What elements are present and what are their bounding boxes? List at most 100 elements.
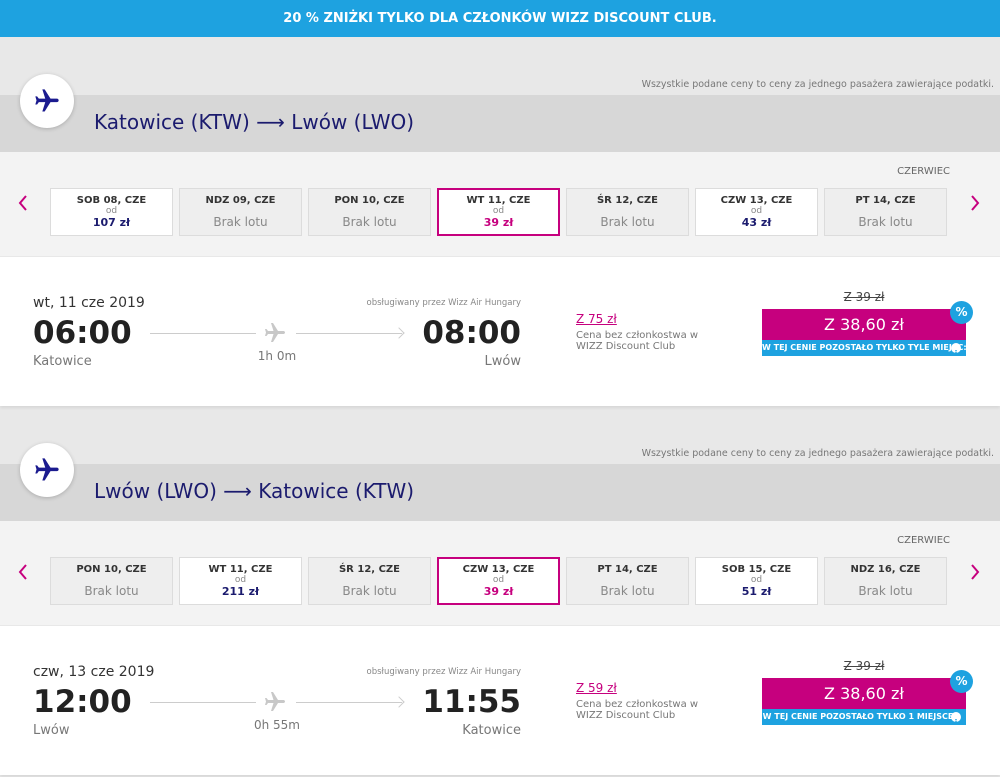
line-left (150, 333, 256, 334)
member-note: Cena bez członkostwa w WIZZ Discount Clu… (576, 699, 699, 721)
day-label: SOB 15, CZE (721, 564, 792, 575)
prev-days[interactable] (18, 564, 28, 580)
from-label: od (750, 575, 763, 585)
old-price: Z 39 zł (843, 659, 885, 673)
day-price: 211 zł (221, 585, 260, 598)
arrival-time: 08:00 (422, 315, 521, 351)
no-flight: Brak lotu (342, 584, 397, 598)
plane-icon (265, 692, 285, 711)
logo-plane (33, 456, 61, 484)
promo-banner[interactable]: 20 % ZNIŻKI TYLKO DLA CZŁONKÓW WIZZ DISC… (0, 0, 1000, 37)
day-price: 51 zł (741, 585, 772, 598)
from-label: od (750, 206, 763, 216)
no-flight: Brak lotu (213, 215, 268, 229)
info-icon (951, 712, 961, 725)
departure-city: Katowice (33, 354, 92, 369)
route-title: Lwów (LWO) ⟶ Katowice (KTW) (94, 479, 415, 503)
chevron[interactable] (970, 564, 980, 580)
route-band (0, 95, 1000, 152)
no-flight: Brak lotu (342, 215, 397, 229)
day-label: ŚR 12, CZE (338, 564, 400, 575)
discount-badge: % (950, 670, 973, 693)
info-icon (951, 343, 961, 356)
day-price: 39 zł (483, 585, 514, 598)
day-tile[interactable]: SOB 15, CZE od 51 zł (695, 557, 818, 605)
day-label: PT 14, CZE (597, 564, 658, 575)
from-label: od (105, 206, 118, 216)
day-tile[interactable]: CZW 13, CZE od 43 zł (695, 188, 818, 236)
day-tile[interactable]: WT 11, CZE od 39 zł (437, 188, 560, 236)
route-plane (263, 690, 287, 714)
flight-card: wt, 11 cze 2019 obsługiwany przez Wizz Ai… (0, 257, 1000, 406)
flight-card: czw, 13 cze 2019 obsługiwany przez Wizz A… (0, 626, 1000, 775)
no-flight: Brak lotu (600, 215, 655, 229)
member-price[interactable]: Z 75 zł (576, 312, 617, 326)
no-flight: Brak lotu (858, 215, 913, 229)
member-note: Cena bez członkostwa w WIZZ Discount Clu… (576, 330, 699, 352)
day-tile[interactable]: ŚR 12, CZE Brak lotu (566, 188, 689, 236)
day-label: WT 11, CZE (208, 564, 273, 575)
day-label: NDZ 16, CZE (850, 564, 921, 575)
seats-left: W TEJ CENIE POZOSTAŁO TYLKO 1 MIEJSCE (762, 709, 966, 725)
day-tile[interactable]: ŚR 12, CZE Brak lotu (308, 557, 431, 605)
month-label: CZERWIEC (897, 535, 950, 546)
day-label: PT 14, CZE (855, 195, 916, 206)
plane-icon (265, 323, 285, 342)
price-note: Wszystkie podane ceny to ceny za jednego… (641, 448, 994, 459)
chevron[interactable] (18, 195, 28, 211)
day-tile[interactable]: PON 10, CZE Brak lotu (50, 557, 173, 605)
arrival-time: 11:55 (422, 684, 521, 720)
day-label: NDZ 09, CZE (205, 195, 276, 206)
prev-days[interactable] (18, 195, 28, 211)
departure-time: 12:00 (33, 684, 132, 720)
operator: obsługiwany przez Wizz Air Hungary (366, 667, 521, 677)
route-band (0, 464, 1000, 521)
next-days[interactable] (970, 195, 980, 211)
day-tile[interactable]: PT 14, CZE Brak lotu (824, 188, 947, 236)
plane-icon (35, 89, 59, 112)
from-label: od (492, 206, 505, 216)
airline-logo (20, 74, 74, 128)
day-label: CZW 13, CZE (462, 564, 535, 575)
day-tile[interactable]: PON 10, CZE Brak lotu (308, 188, 431, 236)
flight-section: Wszystkie podane ceny to ceny za jednego… (0, 37, 1000, 406)
day-label: PON 10, CZE (334, 195, 405, 206)
no-flight: Brak lotu (600, 584, 655, 598)
line-right (296, 702, 402, 703)
chevron[interactable] (970, 195, 980, 211)
day-label: ŚR 12, CZE (596, 195, 658, 206)
day-label: WT 11, CZE (466, 195, 531, 206)
price-button[interactable]: Z 38,60 zł (762, 309, 966, 341)
day-label: SOB 08, CZE (76, 195, 147, 206)
departure-time: 06:00 (33, 315, 132, 351)
route-plane (263, 321, 287, 345)
next-days[interactable] (970, 564, 980, 580)
departure-city: Lwów (33, 723, 70, 738)
day-tile[interactable]: WT 11, CZE od 211 zł (179, 557, 302, 605)
day-price: 43 zł (741, 216, 772, 229)
no-flight: Brak lotu (84, 584, 139, 598)
day-tile[interactable]: NDZ 09, CZE Brak lotu (179, 188, 302, 236)
info-glyph (955, 350, 957, 356)
day-price: 39 zł (483, 216, 514, 229)
old-price: Z 39 zł (843, 290, 885, 304)
route-title: Katowice (KTW) ⟶ Lwów (LWO) (94, 110, 415, 134)
day-tile[interactable]: NDZ 16, CZE Brak lotu (824, 557, 947, 605)
day-label: PON 10, CZE (76, 564, 147, 575)
logo-plane (33, 87, 61, 115)
day-tile[interactable]: SOB 08, CZE od 107 zł (50, 188, 173, 236)
duration: 1h 0m (257, 349, 297, 363)
airline-logo (20, 443, 74, 497)
day-tile[interactable]: PT 14, CZE Brak lotu (566, 557, 689, 605)
price-note: Wszystkie podane ceny to ceny za jednego… (641, 79, 994, 90)
member-price[interactable]: Z 59 zł (576, 681, 617, 695)
seats-left: W TEJ CENIE POZOSTAŁO TYLKO TYLE MIEJSC:… (762, 340, 966, 356)
price-button[interactable]: Z 38,60 zł (762, 678, 966, 710)
day-label: CZW 13, CZE (720, 195, 793, 206)
from-label: od (492, 575, 505, 585)
duration: 0h 55m (253, 718, 300, 732)
arrival-city: Katowice (462, 723, 521, 738)
chevron[interactable] (18, 564, 28, 580)
day-tile[interactable]: CZW 13, CZE od 39 zł (437, 557, 560, 605)
